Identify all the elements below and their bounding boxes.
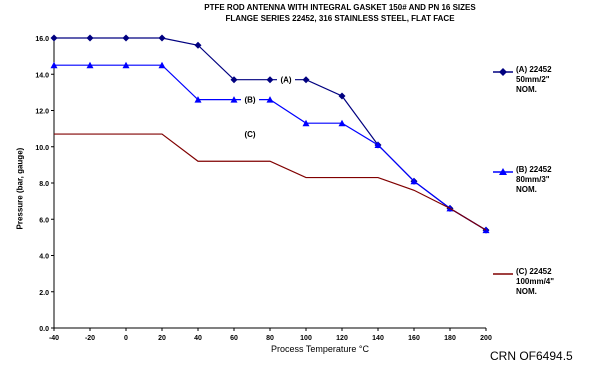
y-tick-label: 4.0	[39, 254, 49, 261]
y-tick-label: 8.0	[39, 181, 49, 188]
legend-label-b: (B) 22452 80mm/3" NOM.	[516, 165, 552, 194]
data-point-a	[86, 34, 94, 42]
x-tick-label: 40	[194, 335, 202, 342]
series-line-2	[54, 133, 487, 231]
legend-label-c: (C) 22452 100mm/4" NOM.	[516, 267, 555, 296]
data-point-b	[194, 96, 202, 103]
legend-marker-b	[493, 168, 513, 175]
data-point-b	[122, 61, 130, 69]
data-point-a	[338, 92, 346, 100]
x-tick-label: 120	[336, 335, 348, 342]
x-tick-label: 0	[124, 335, 128, 342]
legend-label-a: (A) 22452 50mm/2" NOM.	[516, 65, 552, 94]
x-tick-label: -20	[85, 335, 95, 342]
series-annotation: (C)	[244, 130, 255, 139]
y-tick-label: 12.0	[35, 109, 49, 116]
footer-code: CRN OF6494.5	[490, 349, 573, 363]
data-point-a	[158, 34, 166, 42]
x-tick-label: 80	[266, 335, 274, 342]
x-tick-label: 200	[480, 335, 492, 342]
data-point-a	[194, 41, 202, 49]
legend-marker-c	[493, 273, 513, 275]
data-point-b	[410, 177, 418, 185]
data-point-b	[266, 96, 274, 103]
annotation-backing	[277, 74, 295, 85]
data-point-b	[230, 96, 238, 103]
data-point-a	[50, 34, 58, 42]
y-tick-label: 0.0	[39, 326, 49, 333]
data-point-a	[266, 76, 274, 84]
y-tick-label: 10.0	[35, 145, 49, 152]
data-point-b	[86, 61, 94, 69]
data-point-a	[122, 34, 130, 42]
y-tick-label: 16.0	[35, 36, 49, 43]
y-tick-label: 14.0	[35, 72, 49, 79]
legend-marker-a	[493, 68, 513, 76]
x-tick-label: 180	[444, 335, 456, 342]
chart-subtitle: FLANGE SERIES 22452, 316 STAINLESS STEEL…	[225, 14, 455, 23]
data-point-b	[50, 61, 58, 69]
data-point-b	[158, 61, 166, 69]
y-tick-label: 2.0	[39, 290, 49, 297]
data-point-a	[302, 76, 310, 84]
x-tick-label: 160	[408, 335, 420, 342]
series-annotation: (A)	[280, 76, 291, 85]
annotation-backing	[241, 129, 259, 140]
x-tick-label: 20	[158, 335, 166, 342]
data-point-b	[302, 119, 310, 127]
series-line-1	[54, 64, 487, 231]
x-tick-label: 60	[230, 335, 238, 342]
series-annotation: (B)	[244, 96, 255, 105]
data-point-b	[338, 119, 346, 127]
x-axis-label: Process Temperature °C	[271, 344, 369, 354]
x-tick-label: 140	[372, 335, 384, 342]
y-axis-label: Pressure (bar, gauge)	[15, 147, 25, 230]
x-tick-label: -40	[49, 335, 59, 342]
annotation-backing	[241, 94, 259, 105]
x-tick-label: 100	[300, 335, 312, 342]
data-point-b	[374, 141, 382, 148]
data-point-a	[230, 76, 238, 84]
y-tick-label: 6.0	[39, 217, 49, 224]
chart-title: PTFE ROD ANTENNA WITH INTEGRAL GASKET 15…	[204, 3, 476, 12]
